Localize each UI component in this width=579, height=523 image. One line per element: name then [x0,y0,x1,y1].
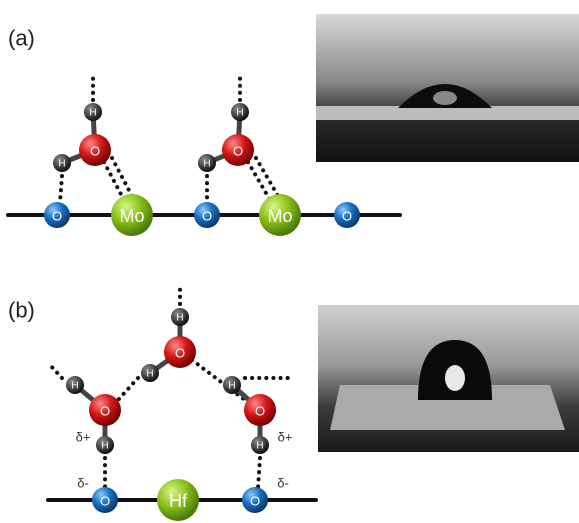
atoms: H O H H O H O Mo O Mo O H O H H O H H O H O Hf Oδ+ δ+ δ-δ- [44,103,360,521]
atom-label: O [100,494,110,509]
photo-a [316,14,579,162]
atom-label: O [255,404,265,419]
atom-label: H [176,313,183,324]
atom-label: O [233,144,243,159]
atom-label: H [146,369,153,380]
atom-label: H [236,108,243,119]
atom-label: H [71,381,78,392]
atom-label: H [203,159,210,170]
atom-label: O [175,346,185,361]
atom-label: H [89,108,96,119]
figure: (a) (b) H O H H O H O Mo O Mo O H O H H O H H O H O Hf Oδ+ δ+ δ-… [0,0,579,523]
charge-label: δ+ [278,430,293,445]
atom-label: H [228,381,235,392]
atom-label: O [52,209,62,224]
atom-label: Hf [169,491,188,511]
atom-label: H [58,159,65,170]
photo-b [318,305,579,452]
atom-label: O [100,404,110,419]
charge-label: δ+ [76,430,91,445]
atom-label: H [101,441,108,452]
atom-label: Mo [119,206,144,226]
atom-label: O [90,144,100,159]
panel-label: (b) [8,298,35,323]
atom-label: O [342,209,352,224]
panel-label: (a) [8,26,35,51]
atom-label: O [250,494,260,509]
atom-label: H [256,441,263,452]
charge-label: δ- [277,476,289,491]
atom-label: Mo [267,206,292,226]
atom-label: O [202,209,212,224]
charge-label: δ- [77,476,89,491]
